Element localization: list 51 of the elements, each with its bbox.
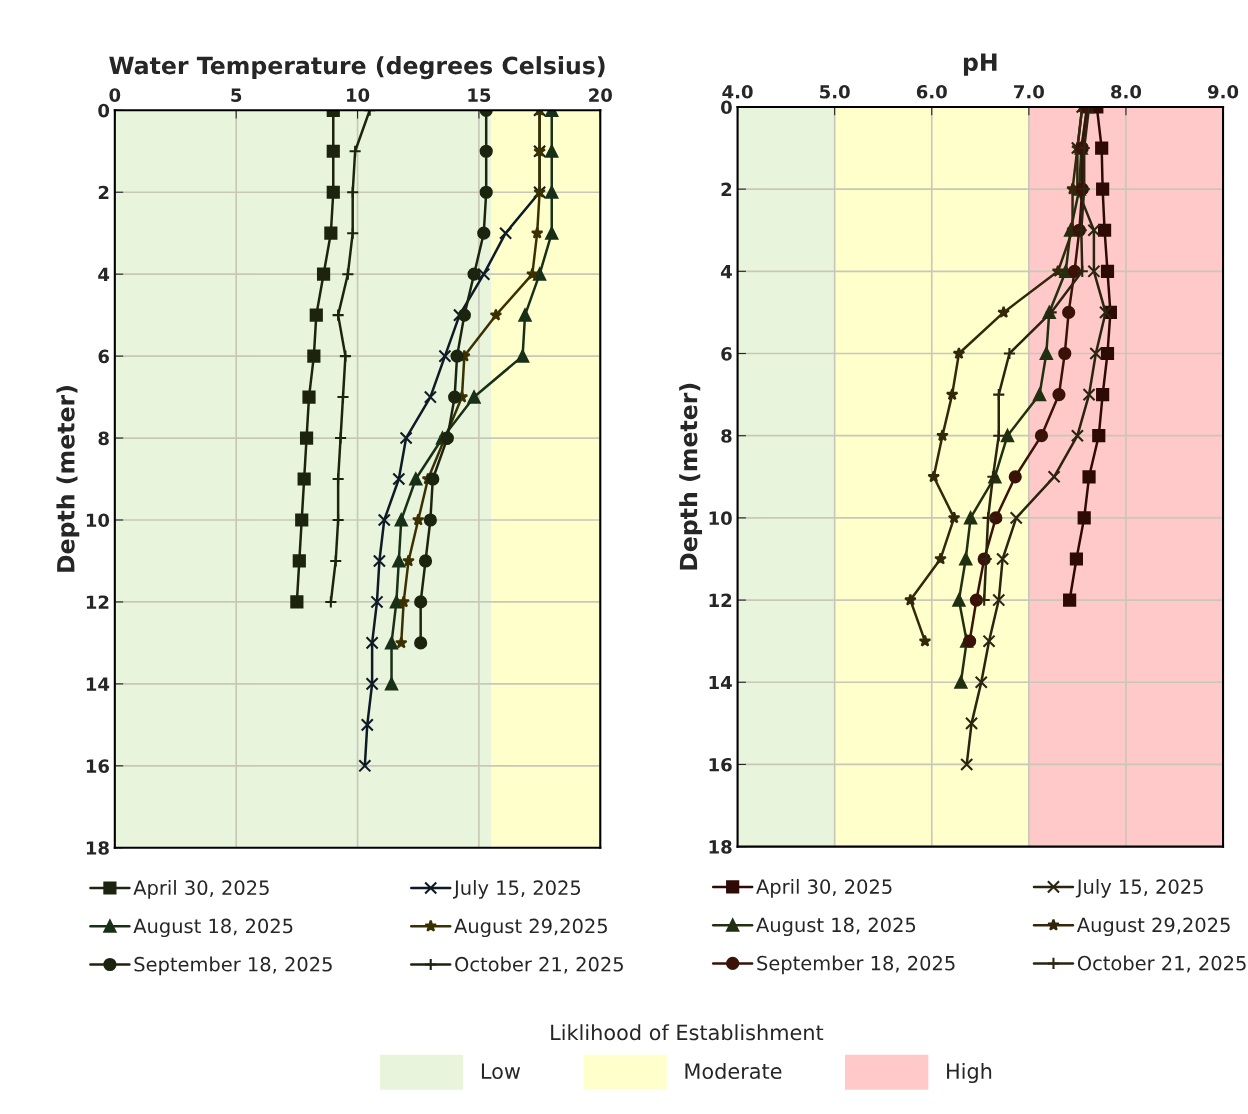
legend-label: Low <box>481 1063 521 1080</box>
legend-label: July 15, 2025 <box>1075 878 1203 898</box>
x-axis-title: Water Temperature (degrees Celsius) <box>109 56 605 80</box>
legend-label: September 18, 2025 <box>134 956 332 976</box>
x-tick-label: 4.0 <box>722 84 753 99</box>
x-tick-label: 0 <box>109 88 121 102</box>
y-tick-label: 16 <box>86 759 109 773</box>
y-tick-label: 2 <box>721 182 732 196</box>
legend-label: October 21, 2025 <box>455 956 623 974</box>
legend-label: October 21, 2025 <box>1077 955 1246 973</box>
x-tick-label: 10 <box>347 88 370 102</box>
y-tick-label: 6 <box>98 349 109 364</box>
x-tick-label: 5.0 <box>820 84 850 99</box>
legend-label: Moderate <box>685 1062 782 1080</box>
y-tick-label: 14 <box>709 675 732 690</box>
legend-label: August 18, 2025 <box>133 918 293 938</box>
y-tick-label: 10 <box>86 513 110 528</box>
y-tick-label: 4 <box>720 265 732 279</box>
legend-label: August 29,2025 <box>1076 917 1230 937</box>
y-tick-label: 10 <box>709 511 732 525</box>
x-tick-label: 6.0 <box>916 84 947 99</box>
legend-label: High <box>947 1062 992 1084</box>
y-axis-title: Depth (meter) <box>679 383 703 570</box>
legend-label: April 30, 2025 <box>133 880 269 899</box>
y-tick-label: 4 <box>98 267 110 282</box>
legend-label: September 18, 2025 <box>757 955 955 975</box>
y-tick-label: 6 <box>721 346 732 361</box>
x-tick-label: 9.0 <box>1207 84 1239 99</box>
legend-label: August 29,2025 <box>454 918 607 938</box>
y-tick-label: 2 <box>98 185 109 200</box>
x-tick-label: 15 <box>468 88 491 102</box>
y-tick-label: 8 <box>721 429 732 443</box>
y-tick-label: 12 <box>86 595 109 609</box>
y-tick-label: 0 <box>98 103 110 118</box>
legend-title: Liklihood of Establishment <box>551 1024 824 1041</box>
y-tick-label: 16 <box>709 757 732 772</box>
x-tick-label: 5 <box>231 88 242 102</box>
y-tick-label: 12 <box>709 593 732 607</box>
y-tick-label: 18 <box>86 841 109 855</box>
y-tick-label: 0 <box>721 100 732 115</box>
y-tick-label: 18 <box>709 840 732 854</box>
x-axis-title: pH <box>963 53 997 76</box>
x-tick-label: 7.0 <box>1014 84 1044 99</box>
x-tick-label: 20 <box>589 88 612 102</box>
legend-label: August 18, 2025 <box>756 917 916 937</box>
y-tick-label: 14 <box>86 677 110 691</box>
y-axis-title: Depth (meter) <box>56 386 80 572</box>
legend-label: July 15, 2025 <box>453 880 581 899</box>
y-tick-label: 8 <box>98 431 109 446</box>
legend-label: April 30, 2025 <box>756 878 892 898</box>
x-tick-label: 8.0 <box>1111 84 1142 99</box>
